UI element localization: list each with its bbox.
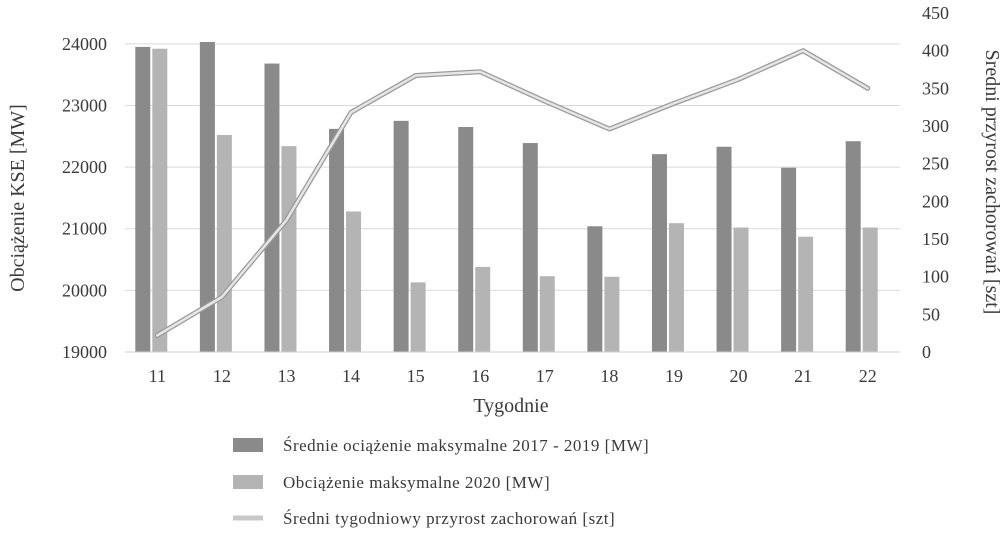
bar-avg-2017-2019 (458, 127, 473, 352)
bar-avg-2017-2019 (264, 64, 279, 352)
legend: Średnie ociążenie maksymalne 2017 - 2019… (233, 436, 649, 528)
legend-item-infections: Średni tygodniowy przyrost zachorowań [s… (233, 509, 615, 528)
x-tick-label: 13 (277, 366, 295, 386)
y2-tick-label: 200 (922, 191, 949, 211)
bar-2020 (798, 237, 813, 352)
bar-2020 (669, 223, 684, 352)
line-infections-outline (157, 51, 867, 336)
x-tick-label: 17 (536, 366, 554, 386)
x-tick-label: 11 (149, 366, 166, 386)
legend-item-avg-2017-2019: Średnie ociążenie maksymalne 2017 - 2019… (233, 436, 649, 455)
x-tick-label: 19 (665, 366, 683, 386)
y2-tick-label: 250 (922, 154, 949, 174)
y2-tick-label: 0 (922, 342, 931, 362)
x-tick-label: 15 (407, 366, 425, 386)
y2-tick-label: 400 (922, 41, 949, 61)
legend-swatch-2020 (233, 475, 263, 489)
y-tick-label: 20000 (62, 280, 107, 300)
y-tick-label: 21000 (62, 219, 107, 239)
legend-label-2020: Obciążenie maksymalne 2020 [MW] (283, 473, 550, 492)
bar-avg-2017-2019 (717, 147, 732, 352)
x-tick-label: 14 (342, 366, 360, 386)
legend-label-avg-2017-2019: Średnie ociążenie maksymalne 2017 - 2019… (283, 436, 649, 455)
bar-avg-2017-2019 (394, 121, 409, 352)
y2-tick-label: 150 (922, 229, 949, 249)
legend-swatch-avg-2017-2019 (233, 438, 263, 452)
bar-avg-2017-2019 (135, 47, 150, 352)
y-tick-label: 24000 (62, 34, 107, 54)
bar-2020 (475, 267, 490, 352)
y2-tick-label: 450 (922, 3, 949, 23)
x-tick-label: 22 (859, 366, 877, 386)
bar-2020 (734, 227, 749, 352)
y2-axis-title: Średni przyrost zachorowań [szt] (981, 50, 1000, 315)
bar-avg-2017-2019 (846, 141, 861, 352)
y2-tick-label: 350 (922, 78, 949, 98)
bar-avg-2017-2019 (652, 154, 667, 352)
y2-tick-label: 300 (922, 116, 949, 136)
legend-label-infections: Średni tygodniowy przyrost zachorowań [s… (283, 509, 615, 528)
line-series (157, 51, 868, 336)
bar-2020 (411, 282, 426, 352)
y-tick-label: 22000 (62, 157, 107, 177)
bar-2020 (540, 276, 555, 352)
bar-2020 (863, 227, 878, 352)
y-tick-label: 19000 (62, 342, 107, 362)
x-tick-label: 16 (471, 366, 489, 386)
bar-avg-2017-2019 (781, 168, 796, 352)
y2-tick-label: 50 (922, 304, 940, 324)
y-tick-label: 23000 (62, 95, 107, 115)
x-tick-label: 18 (600, 366, 618, 386)
x-axis-title: Tygodnie (473, 395, 548, 417)
y2-tick-label: 100 (922, 267, 949, 287)
bar-2020 (217, 135, 232, 352)
bar-avg-2017-2019 (523, 143, 538, 352)
bar-avg-2017-2019 (587, 226, 602, 352)
x-tick-label: 21 (794, 366, 812, 386)
legend-item-2020: Obciążenie maksymalne 2020 [MW] (233, 473, 550, 492)
x-tick-label: 20 (730, 366, 748, 386)
y-axis-title: Obciążenie KSE [MW] (7, 104, 29, 292)
bars (135, 42, 877, 352)
bar-avg-2017-2019 (329, 129, 344, 352)
line-infections (157, 51, 867, 336)
bar-2020 (346, 211, 361, 352)
bar-2020 (281, 146, 296, 352)
bar-2020 (604, 277, 619, 352)
x-tick-label: 12 (213, 366, 231, 386)
bar-2020 (152, 49, 167, 352)
